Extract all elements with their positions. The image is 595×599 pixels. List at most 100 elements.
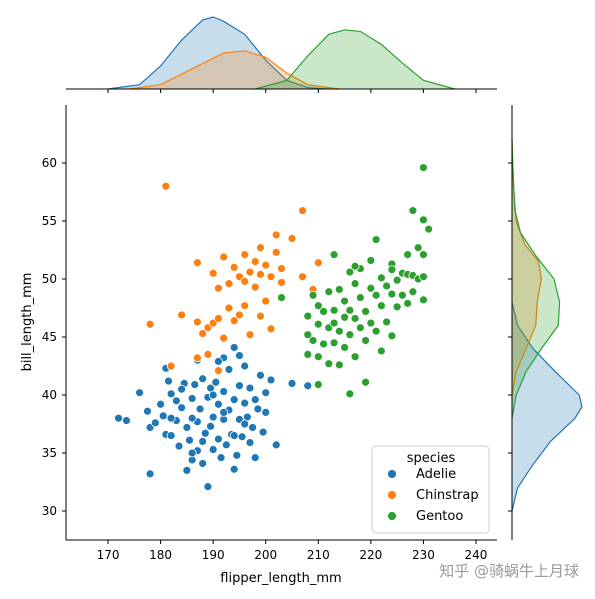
kde-line-x-chinstrap [128, 50, 340, 90]
x-tick-label: 180 [149, 548, 172, 562]
data-point [164, 376, 173, 386]
x-tick-label: 200 [254, 548, 277, 562]
data-point [387, 331, 397, 341]
data-point [308, 336, 318, 345]
data-point [261, 296, 271, 306]
data-point [340, 343, 349, 352]
data-point [198, 329, 208, 338]
data-point [240, 361, 250, 371]
data-point [382, 281, 392, 291]
data-point [219, 252, 229, 262]
data-point [355, 293, 365, 302]
x-axis-label: flipper_length_mm [220, 571, 341, 586]
data-point [229, 262, 239, 272]
data-point [371, 290, 381, 300]
data-point [419, 295, 428, 305]
data-point [224, 365, 234, 374]
data-point [277, 278, 286, 287]
watermark: 知乎 @骑蜗牛上月球 [439, 562, 579, 580]
data-point [382, 317, 392, 327]
data-point [303, 381, 313, 391]
x-tick-label: 230 [412, 548, 435, 562]
data-point [250, 257, 260, 267]
data-point [424, 224, 434, 234]
data-point [419, 272, 428, 282]
data-point [392, 302, 402, 312]
data-point [171, 396, 181, 406]
data-point [345, 267, 355, 277]
data-point [387, 289, 397, 299]
data-point [166, 413, 176, 423]
data-point [271, 230, 281, 240]
data-point [334, 326, 344, 336]
data-point [229, 464, 239, 474]
data-point [122, 416, 131, 425]
data-point [303, 330, 313, 340]
x-tick-label: 190 [202, 548, 225, 562]
data-point [303, 349, 313, 359]
data-point [203, 349, 213, 359]
legend-frame [371, 445, 490, 534]
data-point [229, 343, 239, 352]
data-point [135, 388, 144, 398]
data-point [240, 250, 250, 260]
data-point [219, 387, 229, 396]
data-point [158, 411, 168, 421]
data-point [313, 301, 323, 311]
data-point [287, 233, 297, 243]
kde-fill-y-chinstrap [512, 139, 542, 395]
data-point [177, 384, 187, 394]
data-point [345, 389, 355, 399]
data-point [150, 418, 160, 428]
data-point [195, 404, 205, 414]
axes: 170 180 190 200 210 220 230 240 30 35 40 45 50 55 60 [42, 88, 513, 562]
data-point [219, 333, 229, 343]
data-point [190, 380, 200, 389]
data-point [245, 267, 255, 277]
data-point [266, 272, 276, 282]
y-tick-label: 45 [42, 330, 57, 344]
data-point [229, 395, 239, 405]
data-point [198, 436, 208, 446]
legend-label-gentoo: Gentoo [416, 509, 463, 524]
data-point [271, 440, 281, 450]
y-tick-label: 35 [42, 446, 57, 460]
series-adelie [114, 343, 313, 492]
y-tick-label: 60 [42, 156, 57, 170]
x-tick-label: 220 [359, 548, 382, 562]
data-point [334, 285, 344, 294]
data-point [313, 380, 323, 389]
data-point [313, 352, 323, 362]
data-point [371, 326, 381, 336]
data-point [224, 303, 234, 313]
data-point [240, 419, 250, 429]
x-tick-label: 170 [97, 548, 120, 562]
data-point [193, 317, 202, 327]
data-point [216, 453, 226, 463]
series-chinstrap [145, 181, 323, 376]
data-point [298, 272, 307, 282]
data-point [376, 346, 386, 356]
data-point [287, 378, 297, 388]
data-point [329, 305, 339, 315]
data-point [203, 482, 213, 492]
legend-marker-adelie [387, 469, 397, 479]
y-tick-label: 40 [42, 388, 57, 402]
data-point [177, 403, 187, 413]
data-point [345, 305, 355, 315]
data-point [185, 435, 194, 445]
data-point [392, 275, 402, 285]
data-point [166, 361, 176, 371]
kde-line-y-adelie [511, 302, 583, 512]
data-point [235, 351, 244, 360]
data-point [198, 459, 208, 468]
data-point [214, 366, 223, 376]
legend-marker-gentoo [387, 511, 397, 521]
data-point [235, 381, 244, 391]
data-point [361, 307, 370, 316]
data-point [161, 181, 171, 191]
data-point [187, 394, 197, 403]
data-point [413, 243, 423, 253]
kde-line-x-adelie [107, 16, 329, 90]
data-point [387, 265, 397, 275]
